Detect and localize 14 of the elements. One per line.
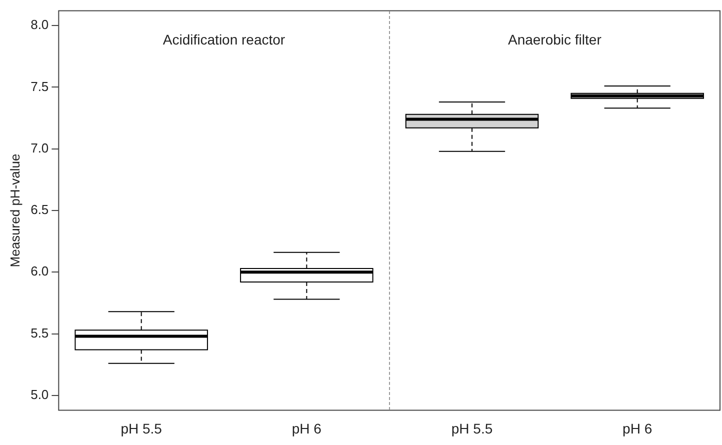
annotation: Anaerobic filter <box>508 32 602 48</box>
x-tick-label: pH 5.5 <box>120 420 162 436</box>
y-tick-label: 8.0 <box>30 17 49 32</box>
y-tick-label: 5.5 <box>30 325 49 340</box>
y-tick-label: 7.5 <box>30 78 49 94</box>
y-tick-label: 6.5 <box>30 202 49 218</box>
x-tick-label: pH 5.5 <box>451 420 493 436</box>
annotation: Acidification reactor <box>162 32 286 48</box>
y-tick-label: 5.0 <box>30 386 49 402</box>
x-tick-label: pH 6 <box>292 420 322 436</box>
y-tick-label: 6.0 <box>30 264 49 279</box>
y-axis-title: Measured pH-value <box>7 154 22 268</box>
y-tick-label: 7.0 <box>30 140 49 156</box>
x-tick-label: pH 6 <box>622 420 652 436</box>
